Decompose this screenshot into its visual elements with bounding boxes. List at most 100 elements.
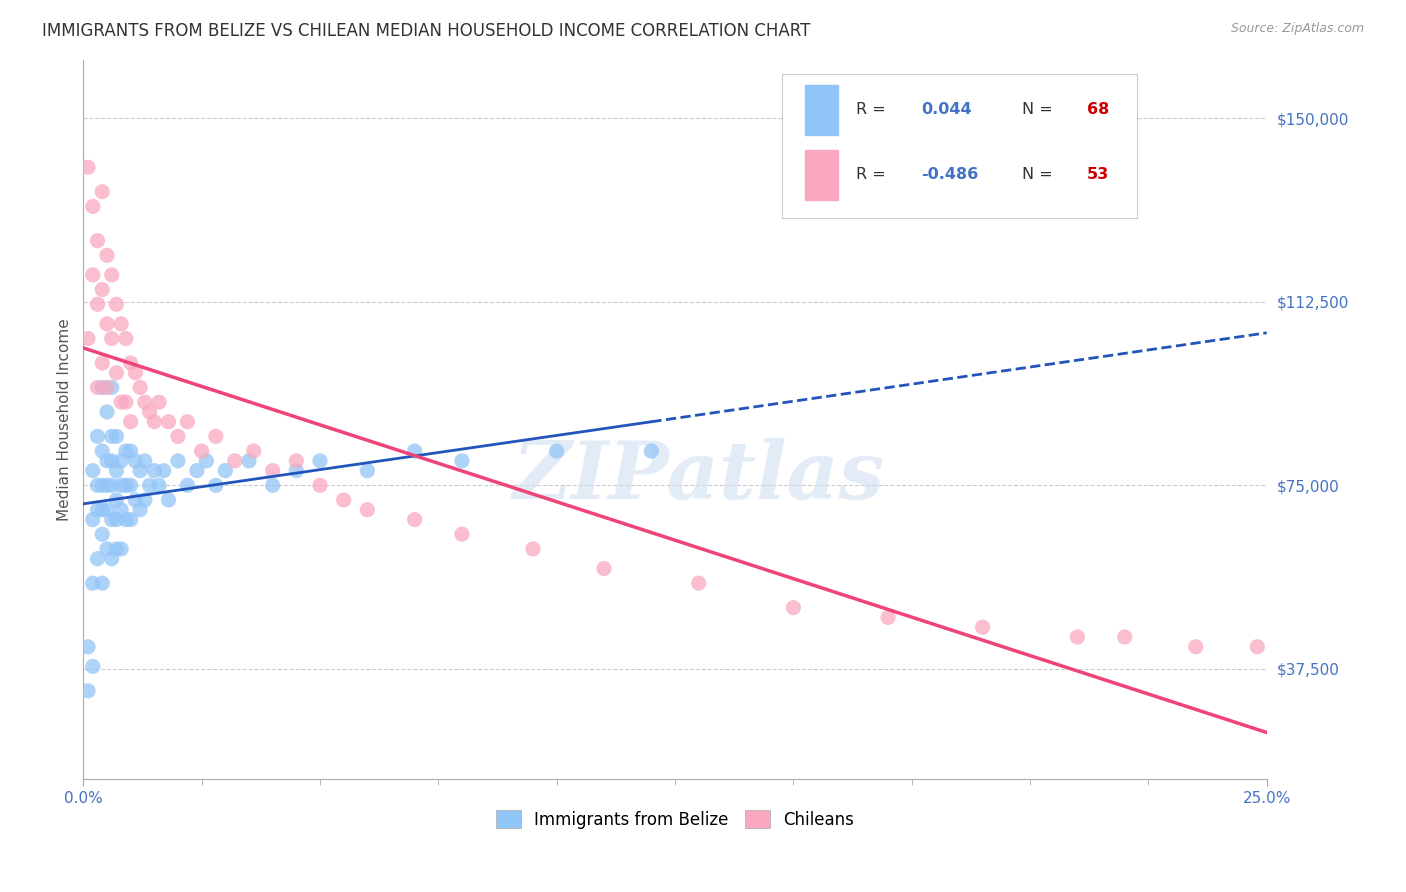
Point — [129, 503, 152, 517]
Point — [115, 444, 138, 458]
Point — [86, 551, 108, 566]
Point — [356, 464, 378, 478]
Point — [332, 493, 354, 508]
Point — [138, 478, 160, 492]
Point — [285, 464, 308, 478]
Point — [262, 478, 284, 492]
Point — [972, 620, 994, 634]
Point — [688, 576, 710, 591]
Point — [120, 415, 142, 429]
Point — [190, 444, 212, 458]
Point — [224, 454, 246, 468]
Point — [242, 444, 264, 458]
Point — [134, 493, 156, 508]
Point — [77, 640, 100, 654]
Point — [451, 454, 474, 468]
Point — [143, 464, 166, 478]
Point — [238, 454, 260, 468]
Point — [91, 527, 114, 541]
Point — [110, 454, 132, 468]
Point — [105, 297, 128, 311]
Point — [96, 503, 118, 517]
Point — [593, 561, 616, 575]
Point — [105, 429, 128, 443]
Point — [96, 248, 118, 262]
Text: Source: ZipAtlas.com: Source: ZipAtlas.com — [1230, 22, 1364, 36]
Point — [1114, 630, 1136, 644]
Point — [143, 415, 166, 429]
Point — [309, 478, 332, 492]
Point — [110, 478, 132, 492]
Point — [782, 600, 804, 615]
Text: 53: 53 — [1087, 167, 1109, 182]
Point — [176, 415, 198, 429]
Point — [404, 444, 426, 458]
Point — [91, 576, 114, 591]
Point — [105, 464, 128, 478]
Point — [96, 317, 118, 331]
Point — [148, 478, 170, 492]
Point — [1184, 640, 1206, 654]
Point — [120, 512, 142, 526]
Point — [205, 478, 228, 492]
Point — [134, 454, 156, 468]
Point — [91, 444, 114, 458]
Point — [86, 429, 108, 443]
Point — [82, 199, 104, 213]
Point — [195, 454, 218, 468]
Point — [96, 454, 118, 468]
Point — [110, 541, 132, 556]
Point — [82, 576, 104, 591]
Point — [86, 297, 108, 311]
Point — [86, 380, 108, 394]
Point — [86, 234, 108, 248]
Point — [91, 380, 114, 394]
Point — [115, 395, 138, 409]
Point — [91, 478, 114, 492]
Point — [546, 444, 568, 458]
Point — [157, 493, 180, 508]
Point — [82, 512, 104, 526]
Text: R =: R = — [856, 167, 891, 182]
Point — [96, 541, 118, 556]
Point — [77, 161, 100, 175]
Point — [100, 429, 122, 443]
Point — [124, 454, 146, 468]
Point — [77, 683, 100, 698]
Point — [129, 380, 152, 394]
Point — [115, 512, 138, 526]
Text: IMMIGRANTS FROM BELIZE VS CHILEAN MEDIAN HOUSEHOLD INCOME CORRELATION CHART: IMMIGRANTS FROM BELIZE VS CHILEAN MEDIAN… — [42, 22, 810, 40]
Point — [100, 332, 122, 346]
Point — [100, 380, 122, 394]
Text: N =: N = — [1022, 103, 1057, 118]
Point — [1066, 630, 1088, 644]
Point — [176, 478, 198, 492]
Point — [91, 283, 114, 297]
Point — [404, 512, 426, 526]
Point — [96, 405, 118, 419]
Point — [96, 380, 118, 394]
Point — [262, 464, 284, 478]
Point — [124, 493, 146, 508]
Point — [285, 454, 308, 468]
Point — [877, 610, 900, 624]
Point — [157, 415, 180, 429]
Point — [110, 503, 132, 517]
Point — [640, 444, 662, 458]
Point — [105, 541, 128, 556]
Point — [167, 429, 190, 443]
Point — [152, 464, 174, 478]
Point — [1246, 640, 1268, 654]
Point — [120, 478, 142, 492]
Bar — [806, 85, 838, 135]
Text: R =: R = — [856, 103, 891, 118]
Point — [129, 464, 152, 478]
Text: N =: N = — [1022, 167, 1057, 182]
Point — [134, 395, 156, 409]
Bar — [806, 150, 838, 200]
Point — [82, 659, 104, 673]
Point — [451, 527, 474, 541]
Point — [100, 478, 122, 492]
Point — [110, 317, 132, 331]
Point — [105, 512, 128, 526]
